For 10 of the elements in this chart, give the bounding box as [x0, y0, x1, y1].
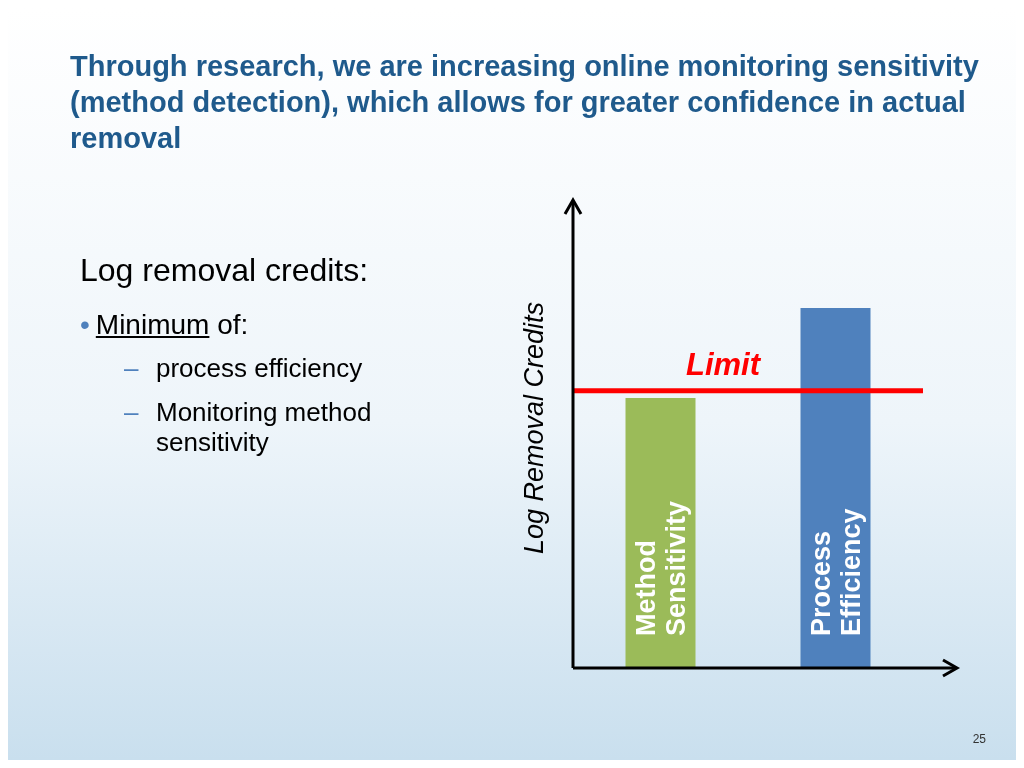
x-tick-label: Method Sensitivity [630, 500, 691, 636]
text: Log removal credits: [80, 252, 370, 289]
x-tick-label: Process Efficiency [805, 508, 866, 636]
chart-title: Through research, we are increasing online monitoring sensitivity (method detection), which allows for greater confidence in actual removal [70, 49, 980, 156]
text: 25 [972, 732, 986, 746]
text: – Monitoring method sensitivity [124, 397, 373, 457]
ref-line-label: Limit [685, 346, 762, 382]
text: • Minimum of: [80, 309, 250, 341]
y-axis-title: Log Removal Credits [519, 301, 549, 555]
text: – process efficiency [124, 353, 364, 383]
